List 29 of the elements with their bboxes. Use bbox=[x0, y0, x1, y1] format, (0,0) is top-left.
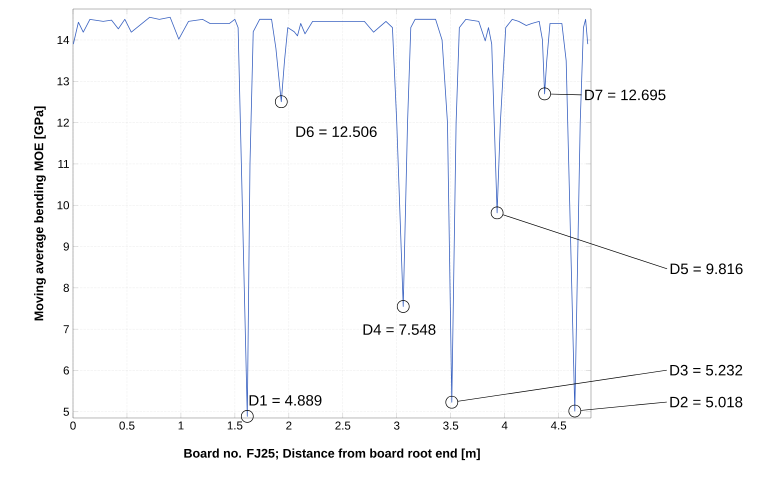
y-tick-label: 14 bbox=[58, 36, 70, 44]
x-tick-label: 2.5 bbox=[335, 422, 350, 430]
annotation: D5 = 9.816 bbox=[670, 264, 743, 274]
annotation: D4 = 7.548 bbox=[364, 324, 436, 335]
x-axis-title: Board no. FJ25; Distance from board root end [m] bbox=[184, 448, 480, 460]
y-tick-label: 6 bbox=[64, 366, 69, 375]
y-tick-label: 13 bbox=[58, 77, 69, 86]
annotation: D1 = 4.889 bbox=[250, 395, 322, 406]
annotation: D7 = 12.695 bbox=[585, 90, 666, 100]
y-tick-label: 10 bbox=[58, 201, 70, 210]
y-tick-label: 11 bbox=[58, 160, 69, 168]
y-axis-title: Moving average bending MOE [GPa] bbox=[34, 106, 46, 320]
x-tick-label: 0.5 bbox=[119, 422, 134, 430]
annotation: D2 = 5.018 bbox=[670, 396, 742, 408]
y-tick-label: 9 bbox=[64, 242, 69, 251]
y-tick-label: 8 bbox=[64, 284, 69, 292]
x-tick-label: 2 bbox=[286, 422, 292, 430]
y-tick-label: 7 bbox=[64, 325, 69, 334]
y-tick-label: 5 bbox=[64, 408, 69, 416]
x-tick-label: 3.5 bbox=[443, 422, 458, 430]
y-tick-label: 12 bbox=[58, 118, 69, 127]
x-tick-label: 4.5 bbox=[550, 422, 566, 430]
annotation: D6 = 12.506 bbox=[296, 126, 377, 138]
x-tick-label: 4 bbox=[502, 422, 508, 430]
x-tick-label: 0 bbox=[70, 422, 76, 430]
x-tick-label: 1.5 bbox=[228, 422, 242, 430]
x-tick-label: 3 bbox=[394, 422, 400, 430]
x-tick-label: 1 bbox=[178, 422, 184, 430]
annotation: D3 = 5.232 bbox=[670, 364, 742, 376]
